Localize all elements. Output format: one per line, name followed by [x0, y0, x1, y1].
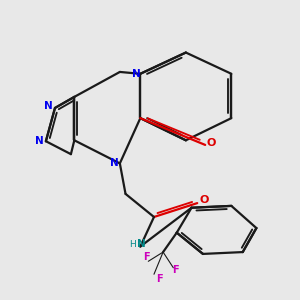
Text: H: H — [129, 240, 136, 249]
Text: F: F — [172, 265, 179, 275]
Text: N: N — [35, 136, 44, 146]
Text: O: O — [207, 138, 216, 148]
Text: F: F — [156, 274, 163, 284]
Text: N: N — [110, 158, 119, 168]
Text: N: N — [44, 101, 53, 112]
Text: F: F — [142, 252, 149, 262]
Text: O: O — [199, 195, 208, 205]
Text: N: N — [136, 239, 145, 249]
Text: N: N — [131, 69, 140, 79]
